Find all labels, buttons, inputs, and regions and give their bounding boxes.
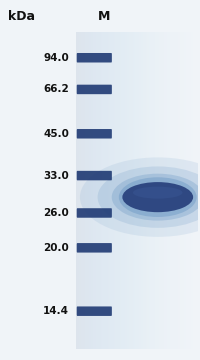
Text: 20.0: 20.0 (43, 243, 69, 253)
Ellipse shape (133, 186, 183, 199)
Text: M: M (98, 10, 110, 23)
FancyBboxPatch shape (77, 129, 112, 139)
Text: 33.0: 33.0 (43, 171, 69, 181)
Ellipse shape (112, 174, 200, 221)
Text: 94.0: 94.0 (43, 53, 69, 63)
FancyBboxPatch shape (77, 208, 112, 218)
Ellipse shape (119, 177, 197, 217)
FancyBboxPatch shape (77, 243, 112, 253)
FancyBboxPatch shape (77, 171, 112, 180)
Text: 14.4: 14.4 (43, 306, 69, 316)
FancyBboxPatch shape (77, 85, 112, 94)
Ellipse shape (122, 182, 193, 212)
Text: kDa: kDa (8, 10, 35, 23)
Text: 45.0: 45.0 (43, 129, 69, 139)
Ellipse shape (98, 166, 200, 228)
FancyBboxPatch shape (77, 53, 112, 63)
Ellipse shape (80, 157, 200, 237)
FancyBboxPatch shape (77, 306, 112, 316)
Text: 26.0: 26.0 (43, 208, 69, 218)
Text: 66.2: 66.2 (43, 85, 69, 94)
